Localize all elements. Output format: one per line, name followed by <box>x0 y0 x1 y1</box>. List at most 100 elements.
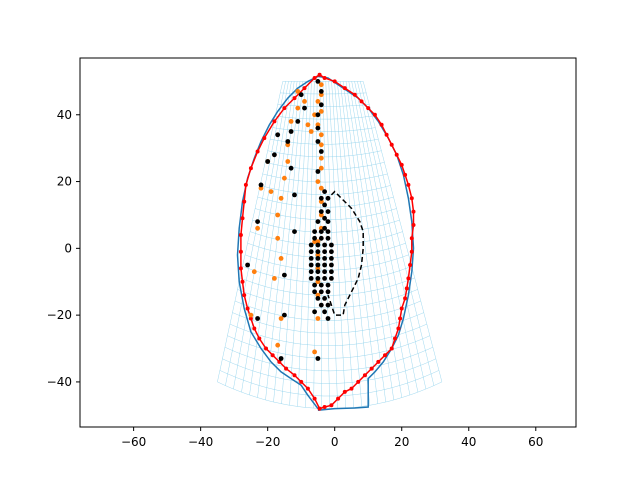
data-point <box>315 252 321 258</box>
data-point <box>264 346 268 351</box>
mesh-col-line <box>345 81 395 400</box>
data-point <box>288 165 294 171</box>
data-point <box>255 149 260 154</box>
y-tick-label: −40 <box>47 375 72 389</box>
data-point <box>404 286 409 291</box>
data-point <box>322 225 327 231</box>
data-point <box>299 379 304 384</box>
data-point <box>325 282 331 288</box>
data-point <box>295 89 301 94</box>
data-point <box>315 219 321 225</box>
data-point <box>322 202 327 208</box>
data-point <box>248 312 254 318</box>
data-point <box>322 309 327 315</box>
x-tick-label: 0 <box>331 435 339 449</box>
data-point <box>308 269 314 275</box>
mesh-col-line <box>354 81 419 393</box>
data-point <box>292 373 297 378</box>
data-point <box>322 242 327 248</box>
x-axis: −60 −40 −20 0 20 40 60 <box>121 427 543 449</box>
data-point <box>318 225 324 231</box>
data-point <box>315 279 321 285</box>
data-point <box>315 99 321 104</box>
data-point <box>329 249 334 255</box>
point-layer <box>238 72 416 411</box>
data-point <box>411 209 416 214</box>
data-point <box>318 235 324 241</box>
data-point <box>315 292 321 298</box>
data-point <box>322 256 327 261</box>
data-point <box>308 249 314 255</box>
data-point <box>295 105 301 111</box>
data-point <box>325 195 331 201</box>
mesh-col-line <box>241 81 292 393</box>
data-point <box>251 269 257 275</box>
x-tick-label: 20 <box>394 435 409 449</box>
data-point <box>329 242 334 248</box>
data-point <box>282 272 287 278</box>
data-point <box>240 216 245 221</box>
data-point <box>238 249 243 254</box>
data-point <box>329 262 334 268</box>
data-point <box>396 326 401 331</box>
data-point <box>238 266 243 271</box>
data-point <box>318 92 324 98</box>
data-point <box>315 296 321 301</box>
data-point <box>308 129 314 134</box>
data-point <box>336 396 341 401</box>
data-point <box>298 92 304 98</box>
y-tick-label: 0 <box>64 241 72 255</box>
data-point <box>325 289 331 295</box>
data-point <box>315 79 321 84</box>
mesh-col-line <box>217 81 284 382</box>
data-point <box>315 249 321 255</box>
data-point <box>325 229 331 235</box>
mesh-col-line <box>273 81 304 403</box>
data-point <box>342 86 347 91</box>
data-point <box>272 119 277 124</box>
data-point <box>318 199 324 205</box>
data-point <box>255 225 260 231</box>
mesh-col-line <box>265 81 301 400</box>
data-point <box>317 72 322 77</box>
mesh-col-line <box>348 81 403 398</box>
data-point <box>325 316 331 321</box>
data-point <box>329 256 334 261</box>
data-point <box>257 336 262 341</box>
data-point <box>315 125 321 131</box>
data-point <box>376 359 381 364</box>
data-point <box>325 235 331 241</box>
data-point <box>366 106 371 111</box>
data-point <box>248 316 253 321</box>
data-point <box>315 239 321 245</box>
data-point <box>409 236 414 241</box>
data-point <box>305 122 311 128</box>
mesh-col-line <box>281 81 306 404</box>
data-point <box>305 386 310 391</box>
data-point <box>268 189 274 195</box>
data-point <box>322 276 327 281</box>
data-point <box>389 142 394 147</box>
data-point <box>318 165 324 171</box>
data-point <box>292 192 297 198</box>
x-tick-label: −20 <box>255 435 280 449</box>
data-point <box>394 152 399 157</box>
data-point <box>288 129 294 134</box>
data-point <box>238 233 243 237</box>
data-point <box>322 405 327 409</box>
data-point <box>317 406 322 411</box>
data-point <box>315 262 321 268</box>
data-point <box>315 256 321 261</box>
data-point <box>325 219 331 225</box>
data-point <box>242 199 247 204</box>
data-point <box>275 235 281 241</box>
data-point <box>318 142 324 148</box>
data-point <box>318 155 324 161</box>
data-point <box>312 76 317 80</box>
data-point <box>312 309 317 315</box>
mesh-col-line <box>337 81 371 406</box>
data-point <box>292 96 297 101</box>
data-point <box>322 215 327 221</box>
data-point <box>308 256 314 261</box>
data-point <box>322 296 327 301</box>
